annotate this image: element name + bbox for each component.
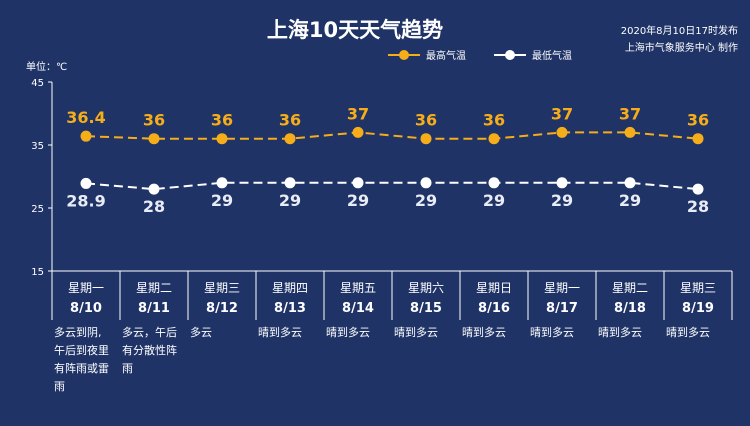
high-temp-line	[85, 131, 699, 140]
high-temp-label: 37	[347, 104, 369, 123]
category-day-label: 星期日	[476, 281, 512, 295]
weather-desc-line: 多云，午后	[122, 325, 177, 339]
legend-low-marker	[505, 50, 515, 60]
low-temp-label: 28.9	[66, 191, 105, 210]
y-tick-label: 25	[31, 204, 44, 215]
category-day-label: 星期一	[544, 281, 580, 295]
category-date-label: 8/17	[546, 301, 578, 316]
category-date-label: 8/11	[138, 301, 170, 316]
low-temp-point	[420, 177, 432, 189]
high-temp-label: 37	[619, 104, 641, 123]
publisher: 上海市气象服务中心 制作	[625, 41, 738, 54]
low-temp-point	[556, 177, 568, 189]
legend-low-label: 最低气温	[532, 49, 572, 62]
category-day-label: 星期二	[136, 281, 172, 295]
weather-desc-line: 雨	[54, 380, 65, 393]
high-temp-point	[284, 133, 296, 145]
category-axis: 星期一 8/10 星期二 8/11 星期三 8/12 星期四 8/13 星期五 8/14 星期六 8/…	[51, 271, 733, 320]
high-temp-label: 36.4	[66, 108, 105, 127]
unit-label: 单位：℃	[26, 60, 67, 73]
category-date-label: 8/15	[410, 301, 442, 316]
high-temp-label: 36	[143, 111, 165, 130]
legend-high-marker	[399, 50, 409, 60]
chart-title: 上海10天天气趋势	[267, 18, 443, 42]
low-temp-point	[80, 177, 92, 189]
weather-desc-line: 晴到多云	[666, 325, 710, 339]
category-day-label: 星期四	[272, 281, 308, 295]
weather-desc-line: 多云到阴,	[54, 325, 102, 339]
low-temp-label: 29	[415, 191, 437, 210]
weather-desc-line: 晴到多云	[258, 325, 302, 339]
high-temp-point	[692, 133, 704, 145]
high-temp-label: 36	[687, 111, 709, 130]
low-temp-label: 29	[483, 191, 505, 210]
high-temp-label: 36	[483, 111, 505, 130]
low-temp-label: 29	[551, 191, 573, 210]
y-tick-label: 35	[31, 141, 44, 152]
category-day-label: 星期一	[68, 281, 104, 295]
y-tick-label: 45	[31, 78, 44, 89]
series-lines	[85, 131, 699, 191]
weather-desc-line: 晴到多云	[530, 325, 574, 339]
legend: 最高气温 最低气温	[388, 49, 572, 62]
high-temp-point	[352, 126, 364, 138]
high-temp-label: 36	[211, 111, 233, 130]
category-day-label: 星期二	[612, 281, 648, 295]
publish-time: 2020年8月10日17时发布	[621, 24, 738, 37]
low-temp-point	[488, 177, 500, 189]
category-date-label: 8/19	[682, 301, 714, 316]
high-temp-point	[80, 130, 92, 142]
category-day-label: 星期五	[340, 281, 376, 295]
low-temp-point	[148, 183, 160, 195]
high-temp-label: 37	[551, 104, 573, 123]
low-temp-point	[216, 177, 228, 189]
low-temp-label: 29	[619, 191, 641, 210]
high-temp-point	[216, 133, 228, 145]
low-temp-label: 29	[347, 191, 369, 210]
y-ticks: 15 25 35 45	[31, 78, 52, 278]
low-temp-label: 28	[143, 197, 165, 216]
series-points: 36.4 36 36 36 37 36 36 37 37 36 28.9 28 29 29 29 29 29 29…	[66, 104, 709, 216]
category-day-label: 星期三	[204, 281, 240, 295]
high-temp-label: 36	[279, 111, 301, 130]
low-temp-point	[692, 183, 704, 195]
category-date-label: 8/12	[206, 301, 238, 316]
category-day-label: 星期三	[680, 281, 716, 295]
low-temp-label: 29	[279, 191, 301, 210]
weather-desc-line: 晴到多云	[598, 325, 642, 339]
low-temp-point	[352, 177, 364, 189]
weather-desc-line: 午后到夜里	[54, 343, 109, 357]
category-date-label: 8/10	[70, 301, 102, 316]
high-temp-point	[488, 133, 500, 145]
category-date-label: 8/18	[614, 301, 646, 316]
weather-desc-line: 有阵雨或雷	[54, 361, 109, 375]
high-temp-point	[556, 126, 568, 138]
high-temp-point	[624, 126, 636, 138]
legend-high-label: 最高气温	[426, 49, 466, 62]
high-temp-label: 36	[415, 111, 437, 130]
weather-desc-line: 晴到多云	[326, 325, 370, 339]
low-temp-line	[85, 181, 699, 191]
category-date-label: 8/16	[478, 301, 510, 316]
weather-desc-line: 晴到多云	[394, 325, 438, 339]
low-temp-point	[624, 177, 636, 189]
low-temp-point	[284, 177, 296, 189]
category-date-label: 8/13	[274, 301, 306, 316]
high-temp-point	[148, 133, 160, 145]
y-tick-label: 15	[31, 267, 44, 278]
weather-desc-line: 多云	[190, 325, 212, 339]
category-day-label: 星期六	[408, 281, 444, 295]
category-date-label: 8/14	[342, 301, 374, 316]
low-temp-label: 28	[687, 197, 709, 216]
low-temp-label: 29	[211, 191, 233, 210]
weather-desc-line: 雨	[122, 362, 133, 375]
weather-desc-line: 晴到多云	[462, 325, 506, 339]
high-temp-point	[420, 133, 432, 145]
weather-desc-line: 有分散性阵	[122, 343, 177, 357]
